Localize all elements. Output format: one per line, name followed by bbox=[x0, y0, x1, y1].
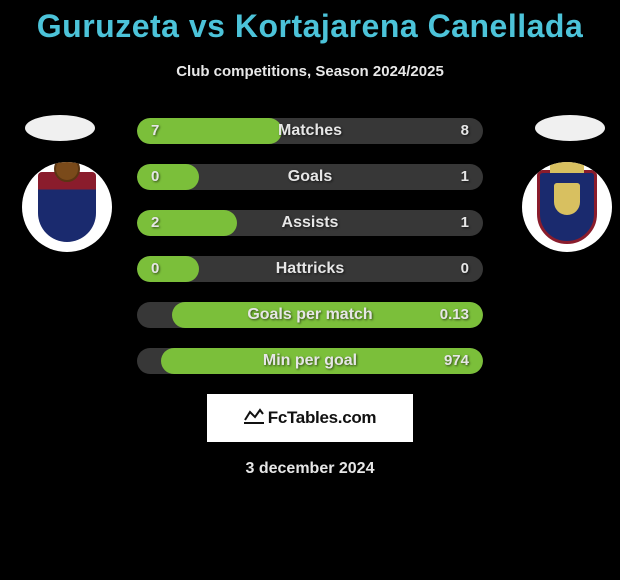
stat-bar-row: Min per goal974 bbox=[137, 348, 483, 374]
stat-value-right: 1 bbox=[461, 210, 469, 236]
team-left-crest bbox=[22, 162, 112, 252]
stat-bar-row: Matches7 8 bbox=[137, 118, 483, 144]
date-text: 3 december 2024 bbox=[0, 460, 620, 478]
huesca-shield-icon bbox=[537, 170, 597, 244]
flag-left-placeholder bbox=[25, 115, 95, 141]
stat-value-right: 0.13 bbox=[440, 302, 469, 328]
brand-text: FcTables.com bbox=[268, 408, 377, 428]
stat-value-right: 8 bbox=[461, 118, 469, 144]
stat-value-right: 974 bbox=[444, 348, 469, 374]
page-title: Guruzeta vs Kortajarena Canellada bbox=[0, 0, 620, 45]
stat-value-left: 2 bbox=[151, 210, 159, 236]
flag-right-placeholder bbox=[535, 115, 605, 141]
stat-bar-row: Goals per match0.13 bbox=[137, 302, 483, 328]
stat-label: Goals bbox=[137, 164, 483, 190]
stat-label: Matches bbox=[137, 118, 483, 144]
stat-value-left: 0 bbox=[151, 164, 159, 190]
stat-value-left: 7 bbox=[151, 118, 159, 144]
stat-label: Assists bbox=[137, 210, 483, 236]
stat-value-left: 0 bbox=[151, 256, 159, 282]
stat-bar-row: Assists2 1 bbox=[137, 210, 483, 236]
chart-icon bbox=[244, 408, 264, 429]
eibar-shield-icon bbox=[38, 172, 96, 242]
stat-bar-row: Goals0 1 bbox=[137, 164, 483, 190]
stat-bar-row: Hattricks0 0 bbox=[137, 256, 483, 282]
team-right-crest bbox=[522, 162, 612, 252]
stat-label: Min per goal bbox=[137, 348, 483, 374]
stat-label: Goals per match bbox=[137, 302, 483, 328]
page-subtitle: Club competitions, Season 2024/2025 bbox=[0, 63, 620, 80]
stat-label: Hattricks bbox=[137, 256, 483, 282]
stat-bars: Matches78Goals01Assists21Hattricks00Goal… bbox=[137, 118, 483, 374]
stat-value-right: 0 bbox=[461, 256, 469, 282]
stat-value-right: 1 bbox=[461, 164, 469, 190]
comparison-area: Matches78Goals01Assists21Hattricks00Goal… bbox=[0, 118, 620, 374]
brand-box: FcTables.com bbox=[207, 394, 413, 442]
